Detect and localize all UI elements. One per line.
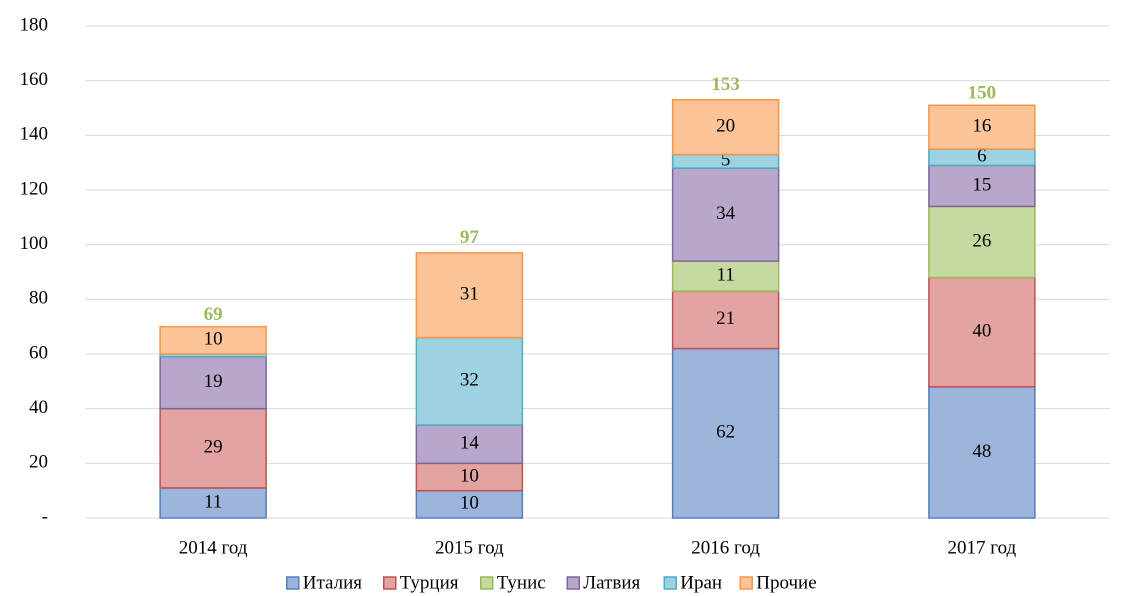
y-tick-label: 40 xyxy=(29,397,48,418)
legend-label: Италия xyxy=(303,572,363,593)
value-label: 11 xyxy=(204,491,222,512)
value-label: 15 xyxy=(972,174,991,195)
bar-segment xyxy=(671,167,780,262)
total-label: 150 xyxy=(968,82,997,103)
x-tick-label: 2017 год xyxy=(948,537,1017,558)
legend-label: Иран xyxy=(680,572,722,593)
legend-swatch xyxy=(663,576,677,590)
total-label: 97 xyxy=(460,227,480,248)
value-label: 62 xyxy=(716,422,735,443)
value-label: 16 xyxy=(972,115,991,136)
value-label: 20 xyxy=(716,115,735,136)
bar-segment xyxy=(671,290,780,350)
y-tick-label: 180 xyxy=(20,14,49,35)
total-label: 69 xyxy=(204,304,223,325)
y-tick-label: 140 xyxy=(20,124,49,145)
legend-label: Латвия xyxy=(583,572,640,593)
legend-swatch xyxy=(739,576,753,590)
x-tick-label: 2015 год xyxy=(435,537,504,558)
legend-label: Прочие xyxy=(756,572,816,593)
bar-segment xyxy=(415,252,524,339)
bar-segment xyxy=(928,386,1036,519)
total-label: 153 xyxy=(711,74,740,95)
x-tick-label: 2014 год xyxy=(179,537,248,558)
y-tick-label: 80 xyxy=(29,288,48,309)
value-label: 31 xyxy=(460,284,479,305)
bar-segment xyxy=(928,276,1036,388)
value-label: 5 xyxy=(721,150,731,171)
legend-swatch xyxy=(566,576,580,590)
legend-label: Тунис xyxy=(497,572,546,593)
bar-segment xyxy=(159,325,267,355)
value-label: 10 xyxy=(460,465,479,486)
value-label: 6 xyxy=(977,146,987,167)
value-label: 10 xyxy=(460,493,479,514)
bar-segment xyxy=(415,489,524,519)
bar-segment xyxy=(928,104,1036,150)
value-label: 48 xyxy=(972,441,991,462)
y-tick-label: 120 xyxy=(20,178,49,199)
legend-swatch xyxy=(286,576,300,590)
bar-segment xyxy=(671,99,780,156)
value-label: 19 xyxy=(204,371,223,392)
bar-segment xyxy=(928,164,1036,208)
x-tick-label: 2016 год xyxy=(691,537,760,558)
legend-label: Турция xyxy=(400,572,459,593)
value-label: 26 xyxy=(972,230,991,251)
bar-segment xyxy=(159,407,267,489)
value-label: 40 xyxy=(972,320,991,341)
legend-swatch xyxy=(383,576,397,590)
y-tick-label: 100 xyxy=(20,233,49,254)
value-label: 34 xyxy=(716,203,736,224)
bar-segment xyxy=(928,205,1036,279)
y-tick-label: 60 xyxy=(29,342,48,363)
value-label: 29 xyxy=(204,437,223,458)
value-label: 10 xyxy=(204,329,223,350)
bar-segment xyxy=(159,355,267,410)
y-tick-label: 160 xyxy=(20,69,49,90)
y-tick-label: 20 xyxy=(29,452,48,473)
value-label: 21 xyxy=(716,308,735,329)
value-label: 14 xyxy=(460,433,480,454)
value-label: 32 xyxy=(460,370,479,391)
bar-segment xyxy=(671,347,780,519)
bar-segment xyxy=(415,462,524,492)
y-tick-label: - xyxy=(42,506,48,527)
legend-swatch xyxy=(480,576,494,590)
bar-segment xyxy=(415,424,524,465)
value-label: 11 xyxy=(716,264,734,285)
